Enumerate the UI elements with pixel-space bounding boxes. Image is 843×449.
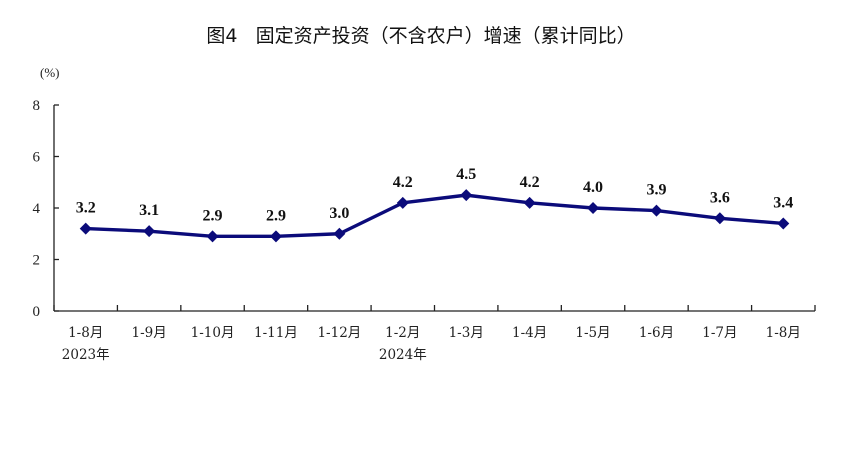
x-tick-label: 1-11月: [254, 325, 298, 341]
data-point-marker: [523, 196, 536, 209]
x-tick-label: 1-2月: [385, 325, 420, 341]
data-label: 3.9: [646, 182, 666, 199]
data-point-marker: [396, 196, 409, 209]
y-tick-label: 4: [33, 201, 41, 217]
data-label: 4.5: [456, 166, 476, 183]
data-label: 4.2: [393, 174, 413, 191]
data-point-marker: [269, 230, 282, 243]
data-point-marker: [79, 222, 92, 235]
x-tick-label: 1-6月: [639, 325, 674, 341]
data-label: 3.2: [76, 200, 96, 217]
y-tick-label: 6: [33, 150, 41, 166]
data-label: 3.1: [139, 202, 159, 219]
x-tick-label: 1-5月: [575, 325, 610, 341]
x-year-label: 2024年: [379, 347, 427, 363]
tick-labels: 0 2 4 6 8 1-8月 1-9月 1-10月 1-11月 1-12月 1-2月 1-3月 1-4月…: [33, 98, 801, 363]
x-tick-label: 1-10月: [191, 325, 235, 341]
data-point-marker: [650, 204, 663, 217]
data-label: 4.2: [520, 174, 540, 191]
x-tick-label: 1-8月: [766, 325, 801, 341]
data-point-marker: [460, 189, 473, 202]
data-label: 4.0: [583, 179, 603, 196]
data-point-marker: [206, 230, 219, 243]
y-tick-label: 2: [33, 253, 41, 269]
y-axis-unit-label: (%): [40, 65, 60, 80]
data-label: 3.0: [329, 205, 349, 222]
data-point-marker: [587, 202, 600, 214]
data-labels: 3.2 3.1 2.9 2.9 3.0 4.2 4.5 4.2 4.0 3.9 3.6 3.4: [76, 166, 794, 224]
data-point-marker: [143, 225, 156, 238]
chart-title: 图4 固定资产投资（不含农户）增速（累计同比）: [206, 25, 635, 47]
x-year-label: 2023年: [62, 347, 110, 363]
series-group: [79, 189, 790, 243]
data-point-marker: [777, 217, 790, 230]
series-line: [85, 193, 784, 239]
x-tick-label: 1-9月: [132, 325, 167, 341]
x-tick-label: 1-4月: [512, 325, 547, 341]
data-point-marker: [713, 212, 726, 225]
data-label: 3.4: [773, 194, 793, 211]
y-tick-label: 0: [33, 304, 41, 320]
data-label: 2.9: [266, 207, 286, 224]
y-tick-label: 8: [33, 98, 41, 114]
x-tick-label: 1-3月: [449, 325, 484, 341]
x-tick-label: 1-12月: [317, 325, 361, 341]
axes: [53, 104, 816, 312]
data-point-marker: [333, 227, 346, 240]
data-label: 3.6: [710, 189, 730, 206]
data-label: 2.9: [203, 207, 223, 224]
x-tick-label: 1-7月: [702, 325, 737, 341]
x-tick-label: 1-8月: [68, 325, 103, 341]
